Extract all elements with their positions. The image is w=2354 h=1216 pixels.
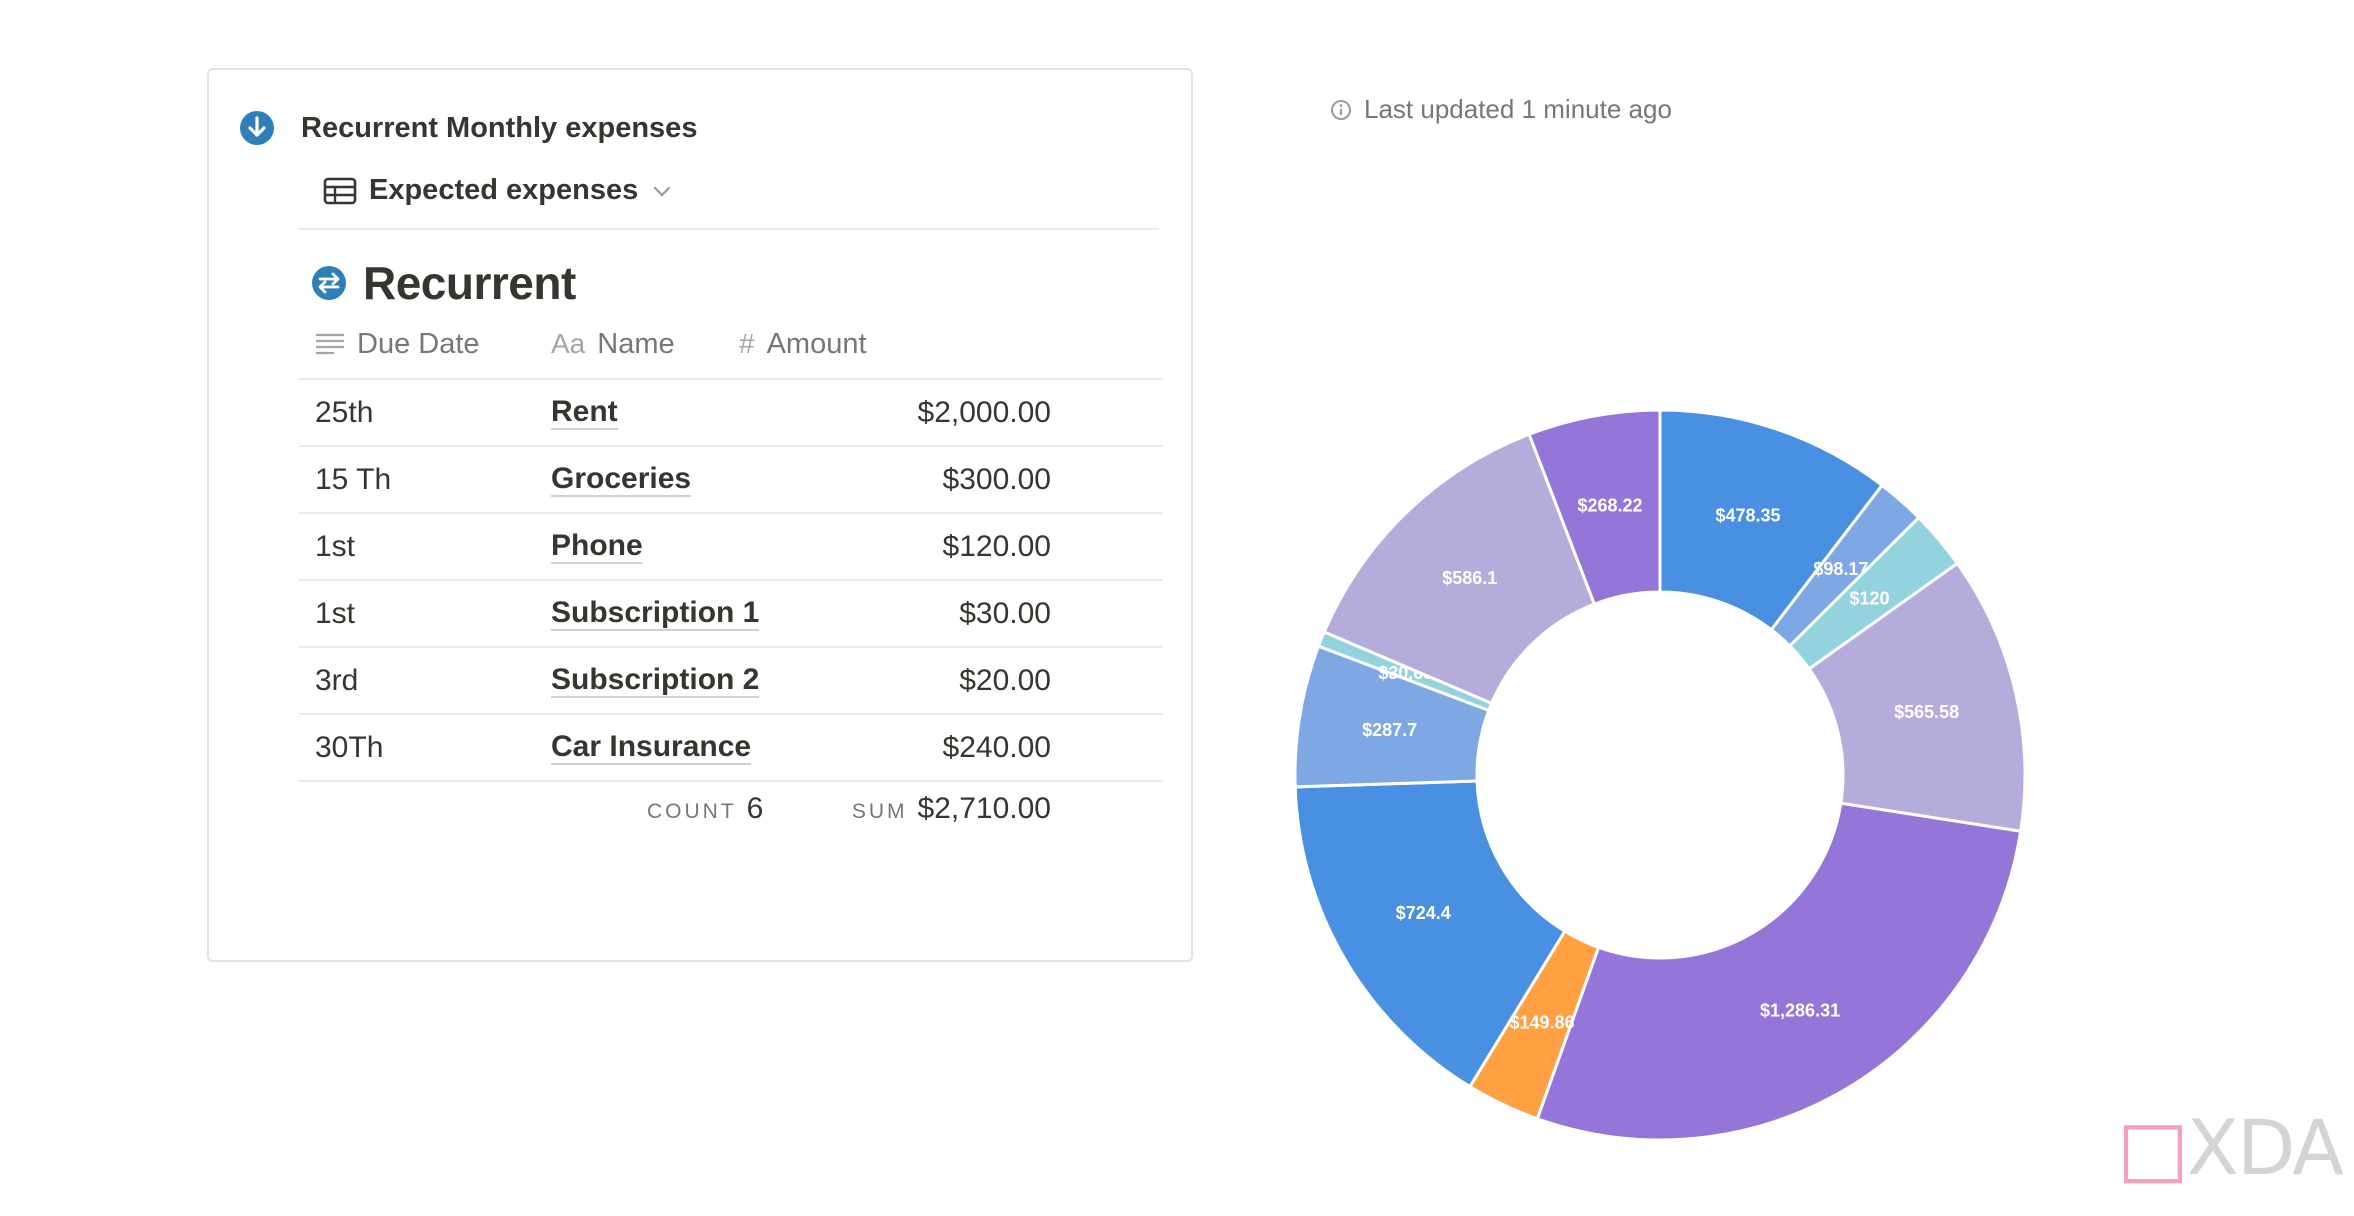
table-row[interactable]: 30Th Car Insurance $240.00 bbox=[299, 715, 1163, 782]
text-property-icon: Aa bbox=[551, 328, 586, 359]
table-header: Due Date Aa Name # Amount bbox=[299, 310, 1163, 380]
column-amount[interactable]: # Amount bbox=[739, 328, 867, 361]
page-link[interactable]: Car Insurance bbox=[551, 730, 752, 765]
last-updated-status: Last updated 1 minute ago bbox=[1330, 94, 1672, 125]
group-header: Recurrent bbox=[311, 256, 576, 310]
count-value: 6 bbox=[746, 792, 764, 825]
expenses-table: Due Date Aa Name # Amount 25th Rent $2,0… bbox=[299, 310, 1163, 848]
amount-cell[interactable]: $30.00 bbox=[959, 596, 1051, 630]
table-icon bbox=[323, 177, 357, 204]
slice-label: $478.35 bbox=[1715, 506, 1780, 526]
name-cell[interactable]: Subscription 1 bbox=[551, 581, 760, 646]
due-date-cell[interactable]: 1st bbox=[315, 596, 356, 630]
due-date-cell[interactable]: 15 Th bbox=[315, 462, 392, 496]
count-label: COUNT bbox=[647, 800, 737, 823]
table-row[interactable]: 1st Subscription 1 $30.00 bbox=[299, 581, 1163, 648]
card-title: Recurrent Monthly expenses bbox=[301, 111, 698, 144]
name-cell[interactable]: Rent bbox=[551, 380, 618, 445]
view-selector[interactable]: Expected expenses bbox=[323, 174, 672, 207]
text-lines-icon bbox=[316, 333, 344, 355]
xda-watermark-logo: □XDA bbox=[2116, 1103, 2344, 1192]
sum-value: $2,710.00 bbox=[917, 792, 1051, 825]
logo-text: XDA bbox=[2186, 1103, 2344, 1192]
logo-mark: □ bbox=[2116, 1103, 2189, 1192]
name-cell[interactable]: Subscription 2 bbox=[551, 648, 760, 713]
page-link[interactable]: Subscription 2 bbox=[551, 663, 760, 698]
amount-cell[interactable]: $120.00 bbox=[942, 529, 1051, 563]
page-link[interactable]: Rent bbox=[551, 395, 618, 430]
view-label: Expected expenses bbox=[369, 174, 639, 206]
page-link[interactable]: Phone bbox=[551, 529, 643, 564]
slice-label: $287.7 bbox=[1362, 720, 1417, 740]
slice-label: $149.86 bbox=[1509, 1012, 1574, 1032]
card-header: Recurrent Monthly expenses bbox=[239, 110, 697, 146]
column-label: Due Date bbox=[357, 327, 480, 360]
slice-label: $724.4 bbox=[1396, 903, 1451, 923]
number-property-icon: # bbox=[739, 328, 755, 359]
name-cell[interactable]: Groceries bbox=[551, 447, 692, 512]
donut-slice[interactable] bbox=[1293, 779, 1567, 1089]
column-due-date[interactable]: Due Date bbox=[315, 328, 480, 361]
page-link[interactable]: Subscription 1 bbox=[551, 596, 760, 631]
recurring-arrows-icon bbox=[312, 266, 346, 300]
divider bbox=[299, 228, 1159, 230]
column-name[interactable]: Aa Name bbox=[551, 328, 675, 361]
donut-slice[interactable] bbox=[1527, 408, 1662, 607]
table-footer: COUNT 6 SUM $2,710.00 bbox=[299, 782, 1163, 848]
donut-slice[interactable] bbox=[1322, 432, 1597, 706]
amount-cell[interactable]: $2,000.00 bbox=[917, 395, 1051, 429]
due-date-cell[interactable]: 3rd bbox=[315, 663, 359, 697]
page-link[interactable]: Groceries bbox=[551, 462, 692, 497]
slice-label: $565.58 bbox=[1894, 702, 1959, 722]
slice-label: $98.17 bbox=[1813, 559, 1868, 579]
slice-label: $1,286.31 bbox=[1760, 1000, 1840, 1020]
name-cell[interactable]: Phone bbox=[551, 514, 643, 579]
arrow-down-circle-icon bbox=[240, 111, 274, 145]
due-date-cell[interactable]: 30Th bbox=[315, 730, 384, 764]
table-row[interactable]: 1st Phone $120.00 bbox=[299, 514, 1163, 581]
name-cell[interactable]: Car Insurance bbox=[551, 715, 752, 780]
table-row[interactable]: 15 Th Groceries $300.00 bbox=[299, 447, 1163, 514]
amount-cell[interactable]: $300.00 bbox=[942, 462, 1051, 496]
expenses-card: Recurrent Monthly expenses Expected expe… bbox=[207, 68, 1193, 962]
slice-label: $120 bbox=[1849, 588, 1889, 608]
column-label: Name bbox=[597, 327, 675, 360]
donut-slice[interactable] bbox=[1807, 561, 2027, 834]
last-updated-text: Last updated 1 minute ago bbox=[1364, 94, 1672, 124]
chevron-down-icon bbox=[654, 186, 671, 197]
amount-cell[interactable]: $240.00 bbox=[942, 730, 1051, 764]
column-label: Amount bbox=[766, 327, 867, 360]
due-date-cell[interactable]: 25th bbox=[315, 395, 374, 429]
count-calculation[interactable]: COUNT 6 bbox=[647, 792, 763, 826]
table-row[interactable]: 25th Rent $2,000.00 bbox=[299, 380, 1163, 447]
due-date-cell[interactable]: 1st bbox=[315, 529, 356, 563]
slice-label: $586.1 bbox=[1442, 568, 1497, 588]
table-row[interactable]: 3rd Subscription 2 $20.00 bbox=[299, 648, 1163, 715]
donut-chart: $478.35 $98.17 $120 $565.58 $1,286.31 $149.86… bbox=[1293, 408, 2027, 1142]
sum-label: SUM bbox=[851, 800, 908, 823]
info-icon bbox=[1331, 99, 1351, 120]
group-title: Recurrent bbox=[363, 257, 576, 309]
slice-label: $268.22 bbox=[1577, 496, 1642, 516]
amount-cell[interactable]: $20.00 bbox=[959, 663, 1051, 697]
sum-calculation[interactable]: SUM $2,710.00 bbox=[852, 792, 1051, 826]
donut-slice[interactable] bbox=[1535, 801, 2023, 1142]
